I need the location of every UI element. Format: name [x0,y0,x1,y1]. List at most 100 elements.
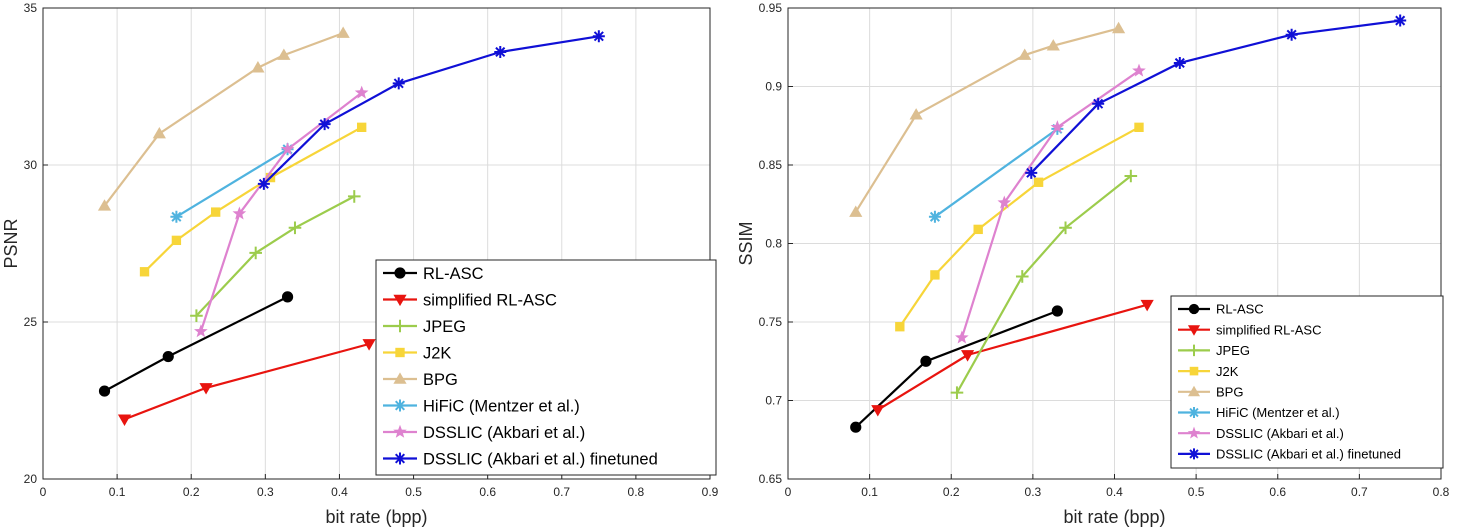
chart-1-point-j2k [356,122,367,132]
chart-1-point-dsslic-akbari-et-al-finetuned [392,77,405,90]
chart-2-point-dsslic-akbari-et-al [1132,63,1146,77]
chart-2-legend-marker-j2k [1189,366,1199,376]
chart-2-y-tick-label: 0.65 [759,472,783,486]
chart-1-y-axis-label: PSNR [1,218,21,268]
chart-2-axes-frame [787,7,1442,480]
chart-2-point-simplified-rl-asc [960,350,975,362]
chart-2-point-rl-asc [1051,305,1063,317]
chart-2-x-tick-label: 0.6 [1269,485,1286,499]
chart-2-series-simplified-rl-asc [871,299,1154,417]
chart-1-legend-marker-bpg [393,372,407,384]
chart-1-x-tick-label: 0.3 [257,485,274,499]
chart-1-series-bpg [97,26,350,211]
chart-1-legend-label-hific-mentzer-et-al: HiFiC (Mentzer et al.) [423,397,580,415]
chart-2-x-axis-label: bit rate (bpp) [1063,507,1165,527]
chart-2-series-bpg [849,21,1126,217]
chart-1-legend-label-bpg: BPG [423,371,458,389]
chart-2-point-rl-asc [850,421,862,433]
chart-2-point-simplified-rl-asc [871,405,885,417]
chart-2-x-tick-label: 0.3 [1025,485,1042,499]
chart-2-legend-box [1170,295,1444,469]
chart-2-point-dsslic-akbari-et-al-finetuned [1285,28,1298,41]
chart-1-x-tick-label: 0.5 [405,485,422,499]
chart-1-point-jpeg [288,221,302,235]
chart-2-point-jpeg [950,386,964,399]
chart-1-legend-marker-j2k [395,347,405,358]
chart-1-point-hific-mentzer-et-al [170,210,183,223]
chart-2-line-hific-mentzer-et-al [934,128,1059,218]
chart-1-line-jpeg [195,195,355,317]
chart-1-series-rl-asc [98,291,294,397]
chart-2-legend-label-dsslic-akbari-et-al-finetuned: DSSLIC (Akbari et al.) finetuned [1216,447,1401,462]
chart-1-legend: RL-ASC simplified RL-ASC JPEG J2K BPG HiFiC (… [375,259,717,476]
chart-1-x-tick-label: 0.7 [553,485,570,499]
chart-1-point-simplified-rl-asc [117,414,132,426]
chart-2-x-tick-label: 0.4 [1106,485,1123,499]
chart-1-x-tick-label: 0.4 [331,485,348,499]
chart-2-point-dsslic-akbari-et-al-finetuned [1173,56,1186,69]
chart-2-point-jpeg [1124,169,1138,183]
chart-2-series-jpeg [950,169,1138,399]
chart-2-point-rl-asc [920,355,932,367]
chart-2-series-j2k [895,122,1144,332]
chart-2-y-tick-label: 0.9 [765,80,782,94]
chart-1-y-tick-label: 25 [24,315,38,329]
chart-1-legend-label-simplified-rl-asc: simplified RL-ASC [423,291,557,309]
chart-1-x-tick-label: 0.1 [109,485,126,499]
chart-2-legend-label-j2k: J2K [1216,364,1239,379]
chart-1-x-tick-label: 0.6 [479,485,496,499]
chart-1-point-dsslic-akbari-et-al [194,324,208,338]
chart-2-point-bpg [849,205,863,217]
chart-1-x-tick-label: 0.2 [183,485,200,499]
chart-1-point-dsslic-akbari-et-al [354,85,369,99]
chart-1-point-dsslic-akbari-et-al-finetuned [318,118,331,131]
chart-1-point-dsslic-akbari-et-al-finetuned [592,30,605,43]
chart-2-legend-marker-rl-asc [1188,303,1200,315]
chart-2-legend-label-jpeg: JPEG [1216,343,1250,358]
chart-2-legend-marker-simplified-rl-asc [1187,325,1201,336]
chart-2: 0 0.1 0.2 0.3 0.4 0.5 0.6 0.7 0.8 0.65 0.7 0.75 0.8 0… [736,1,1450,527]
chart-1-x-tick-label: 0 [40,485,47,499]
chart-2-point-jpeg [1015,270,1029,283]
chart-1-point-rl-asc [98,385,111,397]
chart-1-x-tick-label: 0.8 [628,485,645,499]
chart-2-point-dsslic-akbari-et-al [955,330,969,344]
chart-2-y-axis-label: SSIM [736,221,756,265]
chart-2-legend-marker-dsslic-akbari-et-al-finetuned [1188,448,1200,460]
chart-2-point-j2k [973,224,983,235]
chart-1-legend-label-dsslic-akbari-et-al: DSSLIC (Akbari et al.) [423,424,585,442]
chart-2-point-dsslic-akbari-et-al [997,195,1012,209]
chart-2-x-tick-label: 0.5 [1188,485,1205,499]
chart-1-point-jpeg [249,246,262,260]
chart-1-point-bpg [277,48,291,60]
chart-2-y-tick-label: 0.85 [759,158,783,172]
chart-2-legend-marker-jpeg [1188,344,1200,357]
chart-1-point-j2k [139,267,150,277]
chart-1-legend-marker-rl-asc [394,267,406,279]
chart-2-point-j2k [895,322,905,332]
chart-1-point-dsslic-akbari-et-al-finetuned [494,45,507,58]
chart-1-axes-frame [42,7,711,480]
chart-1-series-simplified-rl-asc [117,339,376,426]
chart-1-legend-box [375,259,717,476]
chart-1-point-jpeg [347,190,361,203]
chart-2-series-dsslic-akbari-et-al-finetuned [1025,14,1407,179]
chart-2-x-tick-label: 0.2 [943,485,960,499]
chart-1-legend-marker-dsslic-akbari-et-al [393,424,407,438]
chart-2-point-simplified-rl-asc [1140,299,1154,312]
chart-1-point-jpeg [190,309,203,323]
chart-1-point-bpg [97,199,112,211]
chart-2-point-dsslic-akbari-et-al [1050,120,1065,134]
chart-2-point-hific-mentzer-et-al [928,210,941,223]
chart-1-x-tick-label: 0.9 [702,485,719,499]
chart-2-point-dsslic-akbari-et-al-finetuned [1025,166,1038,179]
chart-2-legend-label-dsslic-akbari-et-al: DSSLIC (Akbari et al.) [1216,426,1344,441]
chart-1-legend-marker-simplified-rl-asc [393,294,407,307]
chart-2-point-j2k [1033,177,1044,187]
chart-2-point-dsslic-akbari-et-al-finetuned [1092,97,1105,110]
chart-1-point-dsslic-akbari-et-al-finetuned [257,177,270,190]
chart-2-x-tick-label: 0 [785,485,792,499]
chart-2-legend-marker-dsslic-akbari-et-al [1187,426,1201,439]
chart-1-legend-marker-jpeg [393,319,407,333]
